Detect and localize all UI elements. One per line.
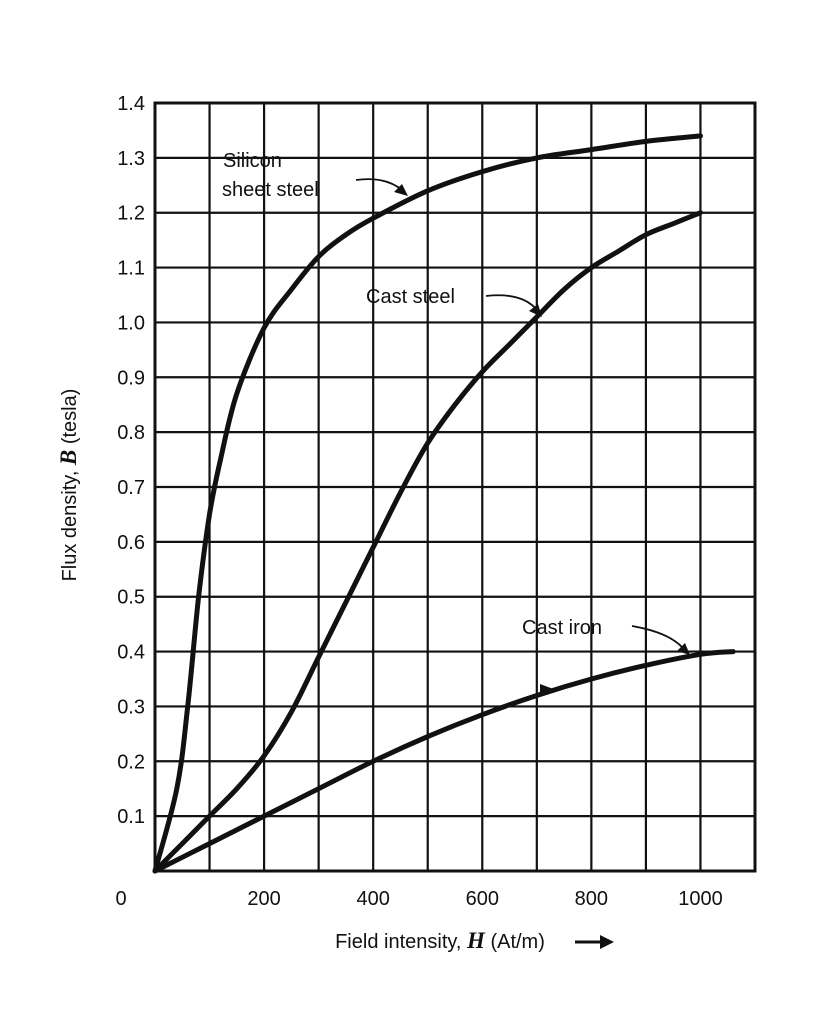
- grid-lines: [155, 103, 755, 871]
- x-tick-label: 1000: [678, 888, 723, 910]
- y-tick-label: 0.4: [117, 642, 145, 664]
- y-tick-label: 0.6: [117, 532, 145, 554]
- y-tick-label: 1.4: [117, 93, 145, 115]
- y-tick-label: 0.3: [117, 696, 145, 718]
- y-tick-label: 1.3: [117, 148, 145, 170]
- x-axis-unit: (At/m): [485, 931, 545, 953]
- x-tick-label: 200: [247, 888, 280, 910]
- annotation-silicon-line1: Silicon: [223, 150, 282, 172]
- x-tick-label: 400: [356, 888, 389, 910]
- y-tick-labels: 0.1 0.2 0.3 0.4 0.5 0.6 0.7 0.8 0.9 1.0 1.1 1.2 1.3 1…: [117, 93, 145, 828]
- curves: [152, 133, 736, 874]
- y-axis-label: Flux density, B (tesla): [56, 389, 81, 582]
- series-line-cast-steel: [152, 210, 703, 874]
- series-line-silicon-sheet-steel: [152, 133, 703, 874]
- leader-cast-iron-lower: [540, 684, 556, 696]
- annotation-cast-steel: Cast steel: [366, 286, 455, 308]
- x-tick-label: 600: [466, 888, 499, 910]
- origin-tick-label: 0: [115, 888, 126, 910]
- x-axis-label: Field intensity, H (At/m): [335, 928, 545, 953]
- y-axis-label-text: Flux density,: [59, 465, 81, 581]
- leader-cast-steel: [485, 294, 542, 317]
- y-tick-label: 0.1: [117, 806, 145, 828]
- annotation-cast-iron: Cast iron: [522, 617, 602, 639]
- plot-frame: [153, 101, 757, 873]
- y-axis-symbol: B: [56, 450, 81, 466]
- y-tick-label: 0.5: [117, 587, 145, 609]
- y-tick-label: 0.2: [117, 751, 145, 773]
- x-axis-arrow-icon: [575, 935, 614, 949]
- y-tick-label: 1.0: [117, 312, 145, 334]
- series-line-cast-iron: [152, 649, 736, 874]
- leader-silicon: [355, 178, 408, 196]
- x-axis-symbol: H: [466, 928, 486, 953]
- y-tick-label: 0.9: [117, 367, 145, 389]
- x-axis-label-text: Field intensity,: [335, 931, 467, 953]
- x-tick-labels: 200 400 600 800 1000: [247, 888, 722, 910]
- y-axis-unit: (tesla): [59, 389, 81, 450]
- y-tick-label: 1.1: [117, 258, 145, 280]
- y-tick-label: 1.2: [117, 203, 145, 225]
- leader-cast-iron: [631, 625, 690, 655]
- y-tick-label: 0.8: [117, 422, 145, 444]
- annotation-silicon-line2: sheet steel: [222, 179, 319, 201]
- x-tick-label: 800: [575, 888, 608, 910]
- y-tick-label: 0.7: [117, 477, 145, 499]
